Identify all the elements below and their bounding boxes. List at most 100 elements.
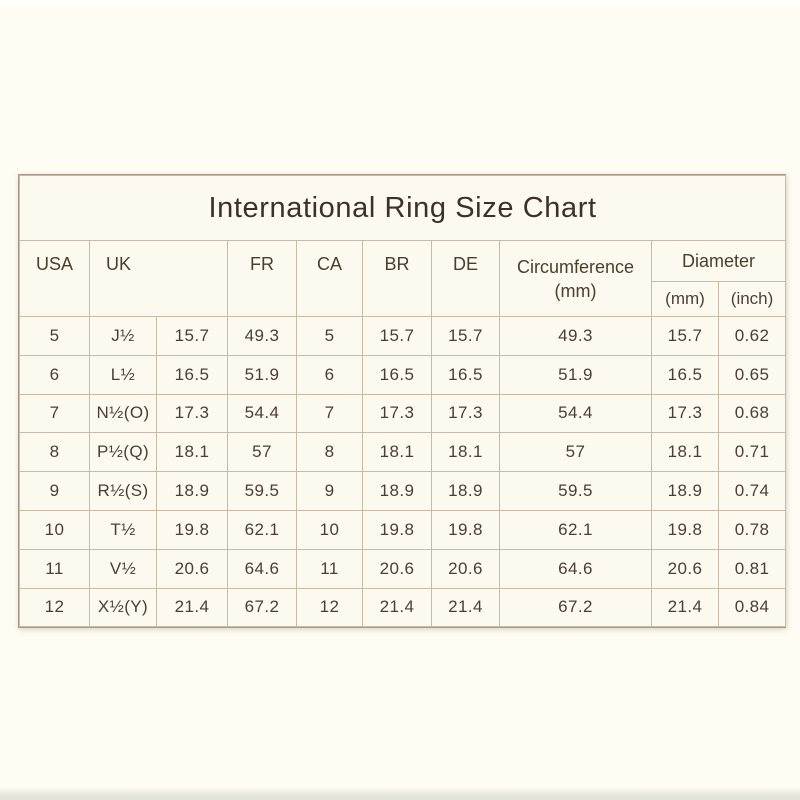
col-header-diameter-inch: (inch) [717, 281, 787, 317]
header-row: USA UK FR CA BR DE Circumference (mm) Di… [19, 240, 787, 317]
cell-usa: 10 [19, 509, 90, 550]
ring-size-chart-card: International Ring Size Chart USA UK FR … [18, 174, 787, 629]
cell-circumference-mm: 49.3 [499, 316, 652, 356]
cell-diameter-inch: 0.74 [717, 471, 787, 511]
cell-uk: N½(O) [89, 393, 157, 434]
cell-diameter-mm: 19.8 [651, 509, 719, 550]
cell-uk: J½ [89, 316, 157, 356]
cell-circumference-mm: 67.2 [499, 587, 652, 628]
col-header-diameter: Diameter [650, 240, 787, 282]
cell-diameter-inch: 0.62 [717, 316, 787, 356]
cell-br: 16.5 [362, 354, 432, 395]
cell-uk-mm: 21.4 [156, 587, 228, 628]
cell-uk: P½(Q) [89, 432, 157, 473]
cell-diameter-mm: 18.1 [651, 432, 719, 473]
table-row: 12 X½(Y) 21.4 67.2 12 21.4 21.4 67.2 21.4 0.84 [19, 587, 787, 628]
cell-circumference-mm: 59.5 [499, 471, 652, 511]
subheader-row: (mm) (inch) [20, 281, 787, 317]
cell-de: 17.3 [431, 393, 500, 434]
cell-de: 18.1 [431, 432, 500, 473]
cell-circumference-mm: 64.6 [499, 548, 652, 589]
col-header-circumference: Circumference (mm) [499, 240, 652, 317]
photo-bottom-edge [0, 787, 800, 800]
cell-diameter-mm: 20.6 [651, 548, 719, 589]
cell-usa: 5 [19, 316, 90, 356]
cell-circumference-mm: 62.1 [499, 509, 652, 550]
cell-usa: 6 [19, 354, 90, 395]
cell-uk-mm: 16.5 [156, 354, 228, 395]
cell-diameter-mm: 18.9 [651, 471, 719, 511]
cell-fr: 54.4 [227, 393, 297, 434]
cell-fr: 62.1 [227, 509, 297, 550]
cell-uk-mm: 15.7 [156, 316, 228, 356]
cell-br: 19.8 [362, 509, 432, 550]
table-row: 5 J½ 15.7 49.3 5 15.7 15.7 49.3 15.7 0.62 [19, 316, 787, 356]
title-row: International Ring Size Chart [18, 175, 787, 241]
cell-diameter-inch: 0.84 [717, 587, 787, 628]
cell-ca: 5 [296, 316, 363, 356]
cell-uk-mm: 17.3 [156, 393, 228, 434]
cell-ca: 6 [296, 354, 363, 395]
cell-diameter-mm: 17.3 [651, 393, 719, 434]
cell-usa: 7 [19, 393, 90, 434]
cell-de: 20.6 [431, 548, 500, 589]
cell-usa: 8 [19, 432, 90, 473]
cell-usa: 9 [19, 471, 90, 511]
cell-diameter-mm: 21.4 [651, 587, 719, 628]
cell-uk: L½ [89, 354, 157, 395]
col-header-diameter-mm: (mm) [651, 281, 719, 317]
table-row: 7 N½(O) 17.3 54.4 7 17.3 17.3 54.4 17.3 0.68 [19, 393, 787, 434]
cell-fr: 57 [227, 432, 297, 473]
photo-top-edge [0, 0, 800, 6]
cell-fr: 67.2 [227, 587, 297, 628]
table-row: 8 P½(Q) 18.1 57 8 18.1 18.1 57 18.1 0.71 [19, 432, 787, 473]
cell-diameter-inch: 0.71 [717, 432, 787, 473]
cell-circumference-mm: 54.4 [499, 393, 652, 434]
cell-ca: 10 [296, 509, 363, 550]
cell-uk-mm: 18.9 [156, 471, 228, 511]
cell-uk: V½ [89, 548, 157, 589]
cell-usa: 11 [19, 548, 90, 589]
cell-uk: R½(S) [89, 471, 157, 511]
cell-uk: X½(Y) [89, 587, 157, 628]
cell-uk-mm: 20.6 [156, 548, 228, 589]
table-row: 10 T½ 19.8 62.1 10 19.8 19.8 62.1 19.8 0.78 [19, 509, 787, 550]
cell-br: 15.7 [362, 316, 432, 356]
cell-br: 17.3 [362, 393, 432, 434]
circumference-label-line1: Circumference [516, 256, 635, 277]
cell-fr: 59.5 [227, 471, 297, 511]
cell-diameter-inch: 0.68 [717, 393, 787, 434]
cell-de: 15.7 [431, 316, 500, 356]
col-header-usa: USA [19, 240, 90, 317]
cell-diameter-inch: 0.81 [717, 548, 787, 589]
col-header-fr: FR [227, 240, 297, 317]
cell-circumference-mm: 51.9 [499, 354, 652, 395]
cell-de: 18.9 [431, 471, 500, 511]
col-header-br: BR [362, 240, 432, 317]
page-title: International Ring Size Chart [18, 175, 787, 241]
ring-size-table: International Ring Size Chart USA UK FR … [18, 175, 787, 628]
cell-ca: 8 [296, 432, 363, 473]
cell-ca: 7 [296, 393, 363, 434]
col-header-de: DE [431, 240, 500, 317]
col-header-uk: UK [89, 240, 228, 317]
cell-de: 19.8 [431, 509, 500, 550]
cell-br: 18.9 [362, 471, 432, 511]
cell-uk-mm: 18.1 [156, 432, 228, 473]
cell-fr: 64.6 [227, 548, 297, 589]
cell-de: 21.4 [431, 587, 500, 628]
table-row: 9 R½(S) 18.9 59.5 9 18.9 18.9 59.5 18.9 0.74 [19, 471, 787, 511]
table-row: 11 V½ 20.6 64.6 11 20.6 20.6 64.6 20.6 0.81 [19, 548, 787, 589]
cell-usa: 12 [19, 587, 90, 628]
cell-ca: 12 [296, 587, 363, 628]
size-table-body: 5 J½ 15.7 49.3 5 15.7 15.7 49.3 15.7 0.62 6 L½ 16.5 5… [19, 316, 787, 628]
cell-uk-mm: 19.8 [156, 509, 228, 550]
cell-diameter-mm: 15.7 [651, 316, 719, 356]
col-header-ca: CA [296, 240, 363, 317]
table-row: 6 L½ 16.5 51.9 6 16.5 16.5 51.9 16.5 0.65 [19, 354, 787, 395]
cell-diameter-inch: 0.78 [717, 509, 787, 550]
cell-uk: T½ [89, 509, 157, 550]
cell-ca: 9 [296, 471, 363, 511]
cell-circumference-mm: 57 [499, 432, 652, 473]
cell-de: 16.5 [431, 354, 500, 395]
